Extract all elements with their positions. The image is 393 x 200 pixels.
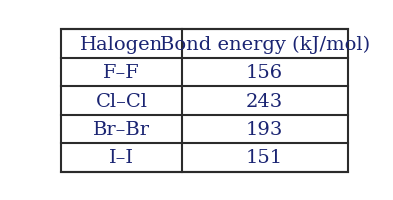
Text: 151: 151 xyxy=(246,149,283,167)
Text: I–I: I–I xyxy=(109,149,134,167)
Text: 193: 193 xyxy=(246,120,283,138)
Text: Halogen: Halogen xyxy=(80,35,163,53)
Text: Cl–Cl: Cl–Cl xyxy=(95,92,147,110)
Text: 156: 156 xyxy=(246,64,283,82)
Text: 243: 243 xyxy=(246,92,283,110)
Text: F–F: F–F xyxy=(103,64,140,82)
Text: Br–Br: Br–Br xyxy=(93,120,150,138)
Text: Bond energy (kJ/mol): Bond energy (kJ/mol) xyxy=(160,35,370,53)
